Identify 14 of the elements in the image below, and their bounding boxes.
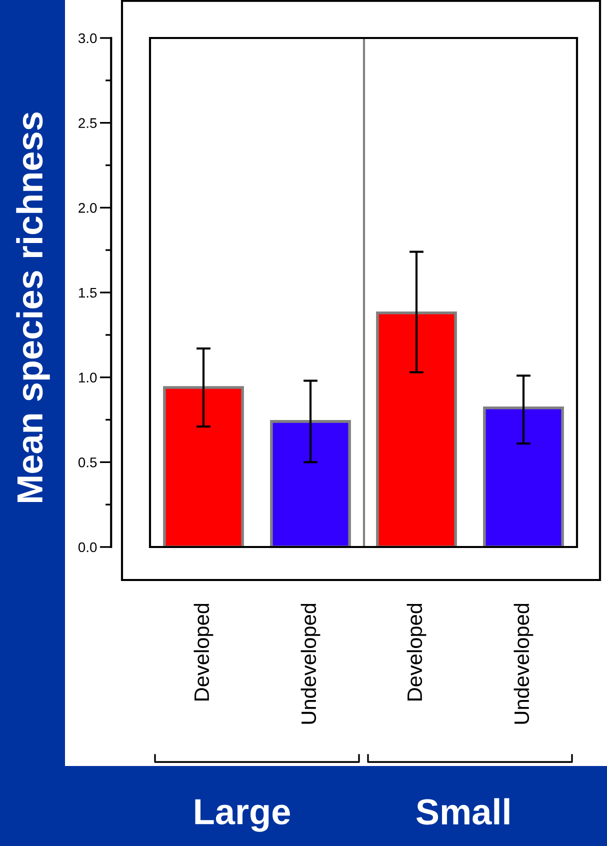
x-tick-label: Undeveloped [514, 604, 534, 724]
x-axis-title: Large [195, 799, 290, 832]
y-tick-label: 2.5 [78, 118, 97, 128]
y-tick-label: 0.0 [78, 542, 97, 552]
y-tick-label: 1.5 [78, 288, 97, 298]
x-axis-title: Small [416, 798, 510, 825]
y-tick-label: 2.0 [78, 203, 97, 213]
x-tick-label: Developed [406, 604, 426, 700]
x-tick-label: Undeveloped [300, 604, 320, 724]
y-tick-label: 3.0 [78, 33, 97, 44]
x-tick-label: Developed [194, 604, 214, 700]
y-axis-title: Mean species richness [16, 112, 50, 502]
y-tick-label: 1.0 [78, 372, 97, 383]
y-tick-label: 0.5 [78, 458, 97, 468]
